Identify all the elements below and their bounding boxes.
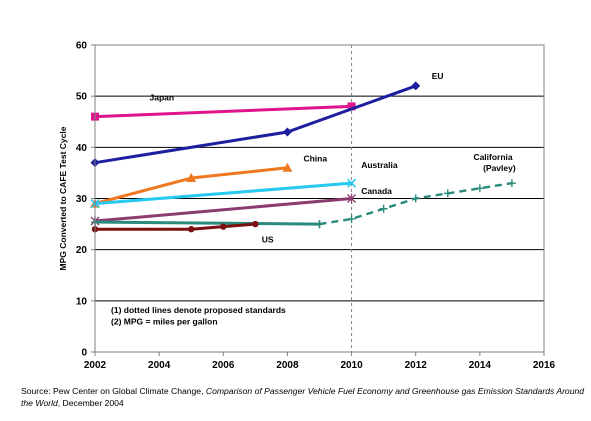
x-tick-label-2008: 2008 <box>276 360 299 371</box>
series-japan-point-1 <box>347 102 356 111</box>
series-proposed-6-point-0 <box>315 220 324 229</box>
series-label-japan: Japan <box>150 92 175 102</box>
x-tick-label-2014: 2014 <box>469 360 492 371</box>
series-china-point-2 <box>282 162 293 172</box>
series-proposed-6-point-5 <box>475 184 484 193</box>
series-label-pavley: (Pavley) <box>483 163 516 173</box>
source-prefix: Source: Pew Center on Global Climate Cha… <box>21 386 206 396</box>
note-mpg-definition: (2) MPG = miles per gallon <box>111 316 218 326</box>
source-suffix: , December 2004 <box>57 398 124 408</box>
series-us-point-1 <box>188 226 195 233</box>
series-proposed-6-point-3 <box>411 194 420 203</box>
series-china-point-1 <box>186 173 197 183</box>
y-tick-label-30: 30 <box>76 194 88 205</box>
series-label-china: China <box>303 154 327 164</box>
y-tick-label-60: 60 <box>76 41 88 52</box>
series-label-us: US <box>262 235 274 245</box>
series-proposed-6-point-1 <box>347 214 356 223</box>
series-eu-line <box>93 84 418 165</box>
x-tick-label-2006: 2006 <box>212 360 235 371</box>
series-proposed-6-point-4 <box>443 189 452 198</box>
series-proposed-6-line <box>319 181 513 226</box>
fuel-economy-chart: 0 10 20 30 40 50 60 2002 2004 2006 2008 2010 2012 201… <box>58 41 556 372</box>
y-tick-label-10: 10 <box>76 296 88 307</box>
series-eu <box>90 81 421 168</box>
y-tick-label-40: 40 <box>76 143 88 154</box>
x-tick-label-2010: 2010 <box>340 360 363 371</box>
series-eu-point-2 <box>411 81 421 91</box>
series-california-pavley-line <box>93 220 321 226</box>
source-title: Comparison of Passenger Vehicle Fuel Eco… <box>21 386 585 408</box>
source-citation: Source: Pew Center on Global Climate Cha… <box>21 385 586 409</box>
x-tick-label-2012: 2012 <box>405 360 428 371</box>
series-proposed-6 <box>315 179 516 229</box>
series-us-line <box>93 222 257 231</box>
series-label-eu: EU <box>432 71 444 81</box>
series-layer <box>90 81 516 233</box>
series-proposed-6-point-6 <box>507 179 516 188</box>
x-tick-label-2002: 2002 <box>84 360 107 371</box>
series-us-point-2 <box>220 223 227 230</box>
y-tick-label-50: 50 <box>76 92 88 103</box>
series-us-point-3 <box>252 220 259 228</box>
series-label-australia: Australia <box>361 160 398 170</box>
series-proposed-6-point-2 <box>379 204 388 213</box>
series-canada-point-1 <box>347 193 357 204</box>
x-tick-label-2004: 2004 <box>148 360 171 371</box>
series-japan-line <box>93 104 354 119</box>
note-dotted-lines: (1) dotted lines denote proposed standar… <box>111 305 286 315</box>
series-australia-point-1 <box>347 178 357 188</box>
series-label-canada: Canada <box>361 186 392 196</box>
y-axis-label: MPG Converted to CAFE Test Cycle <box>58 126 68 270</box>
x-tick-label-2016: 2016 <box>533 360 556 371</box>
series-japan <box>91 102 356 121</box>
series-labels: Japan EU China Australia Canada California(Pa… <box>150 71 516 245</box>
y-tick-label-20: 20 <box>76 245 88 256</box>
y-tick-label-0: 0 <box>81 348 87 359</box>
series-canada-line <box>93 197 354 223</box>
series-label-california: California <box>473 152 512 162</box>
series-australia-line <box>93 181 354 206</box>
series-eu-point-1 <box>282 127 292 137</box>
axes: 0 10 20 30 40 50 60 2002 2004 2006 2008 2010 2012 201… <box>76 41 556 372</box>
